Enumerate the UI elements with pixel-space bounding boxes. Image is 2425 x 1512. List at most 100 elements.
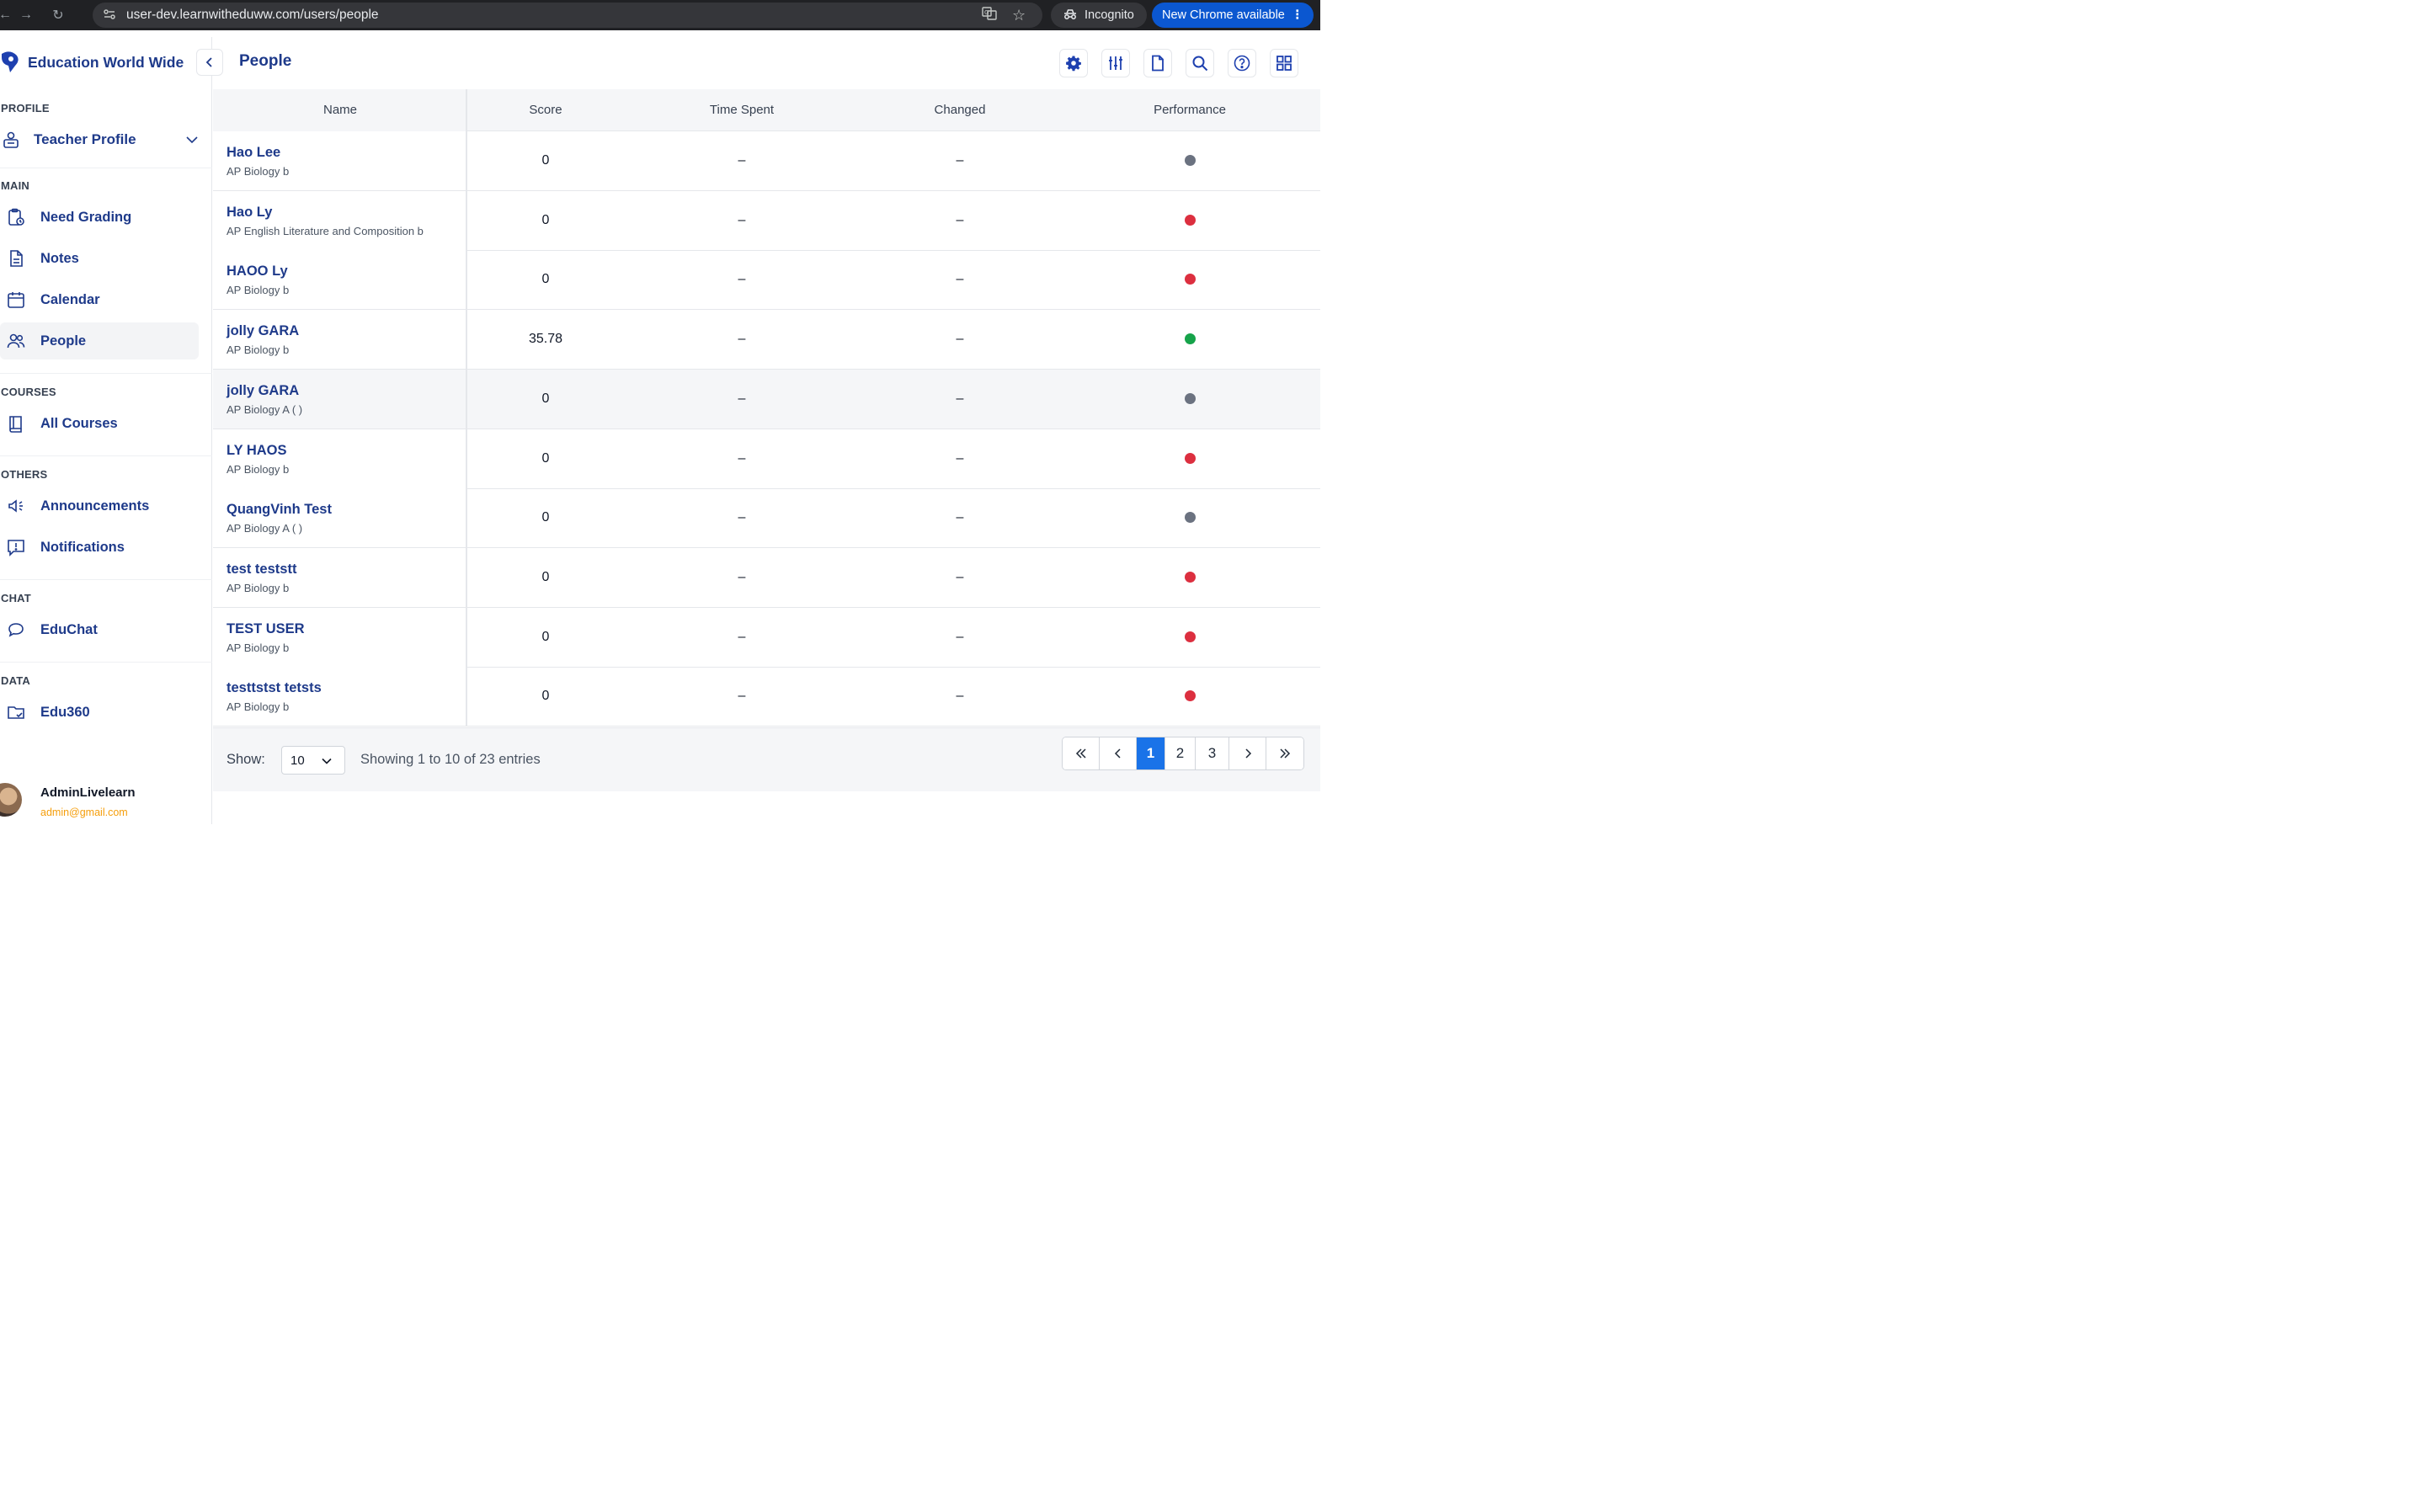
url-text[interactable]: user-dev.learnwitheduww.com/users/people	[126, 8, 379, 22]
settings-button[interactable]	[1059, 49, 1088, 77]
table-row[interactable]: LY HAOS AP Biology b 0 – –	[213, 429, 1320, 489]
calendar-icon	[8, 292, 24, 308]
table-footer: Show: 10 Showing 1 to 10 of 23 entries 1…	[213, 727, 1320, 791]
person-name-link[interactable]: testtstst tetsts	[227, 680, 322, 696]
search-button[interactable]	[1186, 49, 1214, 77]
page-button-2[interactable]: 2	[1165, 737, 1196, 769]
brand-name: Education World Wide	[28, 53, 184, 71]
column-header-name[interactable]: Name	[322, 103, 357, 117]
table-row[interactable]: HAOO Ly AP Biology b 0 – –	[213, 250, 1320, 311]
changed-cell: –	[956, 272, 964, 287]
translate-icon[interactable]: G	[982, 6, 997, 24]
page-bottom-area	[213, 791, 1320, 824]
person-name-link[interactable]: Hao Lee	[227, 145, 281, 160]
performance-indicator	[1185, 392, 1196, 404]
score-cell: 0	[541, 450, 550, 466]
grid-icon	[1276, 56, 1292, 71]
user-profile-block[interactable]: AdminLivelearn admin@gmail.com	[0, 778, 212, 824]
back-arrow-icon[interactable]: ←	[0, 8, 12, 22]
double-chevron-left-icon	[1075, 748, 1086, 759]
changed-cell: –	[956, 689, 964, 704]
person-name-link[interactable]: test teststt	[227, 561, 297, 577]
page-button-1[interactable]: 1	[1137, 737, 1165, 769]
sidebar-item-teacher-profile[interactable]: Teacher Profile	[0, 121, 199, 158]
page-size-select[interactable]: 10	[281, 746, 345, 775]
incognito-indicator[interactable]: Incognito	[1051, 3, 1147, 28]
sidebar-item-announcements[interactable]: Announcements	[0, 487, 199, 524]
clipboard-clock-icon	[8, 208, 24, 226]
person-course: AP Biology b	[227, 641, 290, 654]
table-row[interactable]: QuangVinh Test AP Biology A ( ) 0 – –	[213, 488, 1320, 549]
grid-view-button[interactable]	[1270, 49, 1298, 77]
site-settings-icon[interactable]	[103, 8, 116, 24]
sidebar-item-label: All Courses	[40, 415, 118, 431]
filter-adjust-button[interactable]	[1101, 49, 1130, 77]
brand[interactable]: Education World Wide	[0, 49, 184, 76]
changed-cell: –	[956, 332, 964, 347]
column-header-performance[interactable]: Performance	[1154, 103, 1226, 117]
sidebar-item-people[interactable]: People	[0, 322, 199, 359]
sidebar-item-notifications[interactable]: Notifications	[0, 529, 199, 566]
column-header-score[interactable]: Score	[529, 103, 562, 117]
address-bar[interactable]: user-dev.learnwitheduww.com/users/people…	[93, 3, 1042, 28]
user-name: AdminLivelearn	[40, 785, 136, 800]
sidebar-item-edu360[interactable]: Edu360	[0, 694, 199, 731]
table-row[interactable]: test teststt AP Biology b 0 – –	[213, 547, 1320, 608]
reload-icon[interactable]: ↻	[52, 8, 64, 23]
table-row[interactable]: Hao Ly AP English Literature and Composit…	[213, 190, 1320, 251]
export-document-button[interactable]	[1143, 49, 1172, 77]
person-course: AP Biology A ( )	[227, 402, 303, 416]
person-name-link[interactable]: LY HAOS	[227, 442, 287, 458]
sidebar-item-need-grading[interactable]: Need Grading	[0, 199, 199, 236]
table-row[interactable]: jolly GARA AP Biology b 35.78 – –	[213, 310, 1320, 370]
sidebar-item-label: Notes	[40, 250, 79, 266]
column-header-time-spent[interactable]: Time Spent	[709, 103, 775, 117]
people-icon	[7, 333, 25, 349]
sidebar-item-all-courses[interactable]: All Courses	[0, 405, 199, 442]
collapse-sidebar-button[interactable]	[196, 49, 223, 76]
person-name-link[interactable]: TEST USER	[227, 620, 305, 636]
name-cell: Hao Lee AP Biology b	[213, 131, 467, 190]
person-name-link[interactable]: QuangVinh Test	[227, 502, 332, 518]
table-row[interactable]: TEST USER AP Biology b 0 – –	[213, 607, 1320, 668]
table-row[interactable]: Hao Lee AP Biology b 0 – –	[213, 131, 1320, 191]
column-header-changed[interactable]: Changed	[934, 103, 986, 117]
first-page-button[interactable]	[1063, 737, 1100, 769]
page-button-3[interactable]: 3	[1196, 737, 1229, 769]
next-page-button[interactable]	[1229, 737, 1266, 769]
forward-arrow-icon[interactable]: →	[19, 8, 33, 22]
sidebar-item-calendar[interactable]: Calendar	[0, 281, 199, 318]
brand-logo-icon	[2, 51, 19, 72]
avatar[interactable]	[0, 783, 22, 817]
person-name-link[interactable]: Hao Ly	[227, 204, 273, 220]
table-row[interactable]: testtstst tetsts AP Biology b 0 – –	[213, 667, 1320, 727]
sidebar-item-label: Need Grading	[40, 209, 132, 225]
people-table: Name Score Time Spent Changed Performanc…	[213, 89, 1320, 727]
name-cell: QuangVinh Test AP Biology A ( )	[213, 488, 467, 548]
document-icon	[10, 250, 23, 267]
sidebar-item-educhat[interactable]: EduChat	[0, 611, 199, 648]
previous-page-button[interactable]	[1100, 737, 1137, 769]
table-row[interactable]: jolly GARA AP Biology A ( ) 0 – –	[213, 369, 1320, 429]
person-course: AP Biology b	[227, 343, 290, 357]
section-label-data: DATA	[1, 674, 30, 687]
new-chrome-available-button[interactable]: New Chrome available ⋮	[1152, 3, 1314, 28]
person-name-link[interactable]: HAOO Ly	[227, 264, 288, 280]
sidebar-item-notes[interactable]: Notes	[0, 240, 199, 277]
bookmark-star-icon[interactable]: ☆	[1012, 7, 1026, 24]
person-course: AP Biology b	[227, 581, 290, 594]
person-name-link[interactable]: jolly GARA	[227, 323, 300, 339]
sidebar-divider	[0, 373, 212, 374]
help-button[interactable]	[1228, 49, 1256, 77]
person-course: AP Biology A ( )	[227, 522, 303, 535]
time-spent-cell: –	[738, 391, 746, 406]
person-name-link[interactable]: jolly GARA	[227, 382, 300, 398]
book-icon	[9, 416, 22, 433]
kebab-menu-icon[interactable]: ⋮	[1291, 8, 1304, 22]
chevron-down-icon[interactable]	[185, 133, 199, 146]
name-cell: HAOO Ly AP Biology b	[213, 250, 467, 310]
sidebar-item-label: Announcements	[40, 498, 150, 514]
last-page-button[interactable]	[1266, 737, 1303, 769]
megaphone-icon	[8, 499, 23, 513]
sidebar-divider	[0, 455, 212, 456]
